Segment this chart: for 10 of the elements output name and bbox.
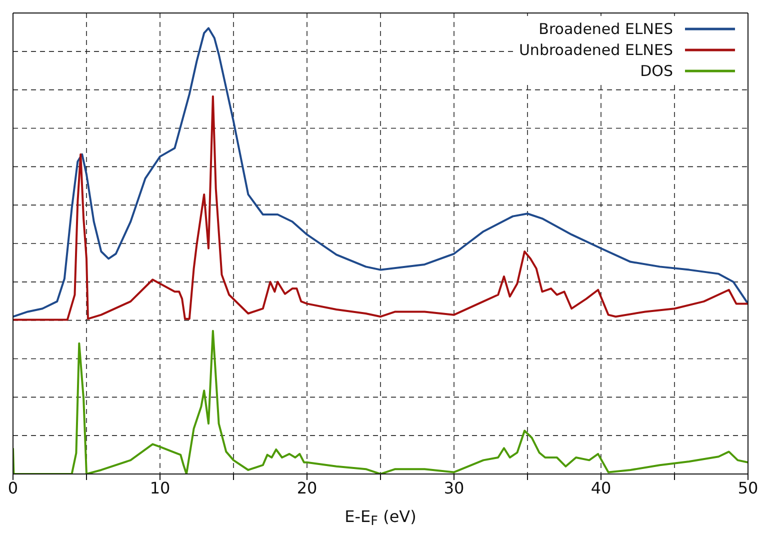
x-tick-label: 10 xyxy=(150,478,170,498)
x-tick-label: 30 xyxy=(444,478,464,498)
x-tick-label: 0 xyxy=(8,478,18,498)
x-axis-title: E-E$_{F}$ (eV) xyxy=(344,507,416,529)
x-tick-label: 50 xyxy=(738,478,758,498)
x-tick-label: 40 xyxy=(590,478,612,498)
legend-label: Unbroadened ELNES xyxy=(518,40,673,58)
legend-label: DOS xyxy=(640,62,673,80)
legend-label: Broadened ELNES xyxy=(538,20,673,38)
x-tick-label: 20 xyxy=(296,478,318,498)
